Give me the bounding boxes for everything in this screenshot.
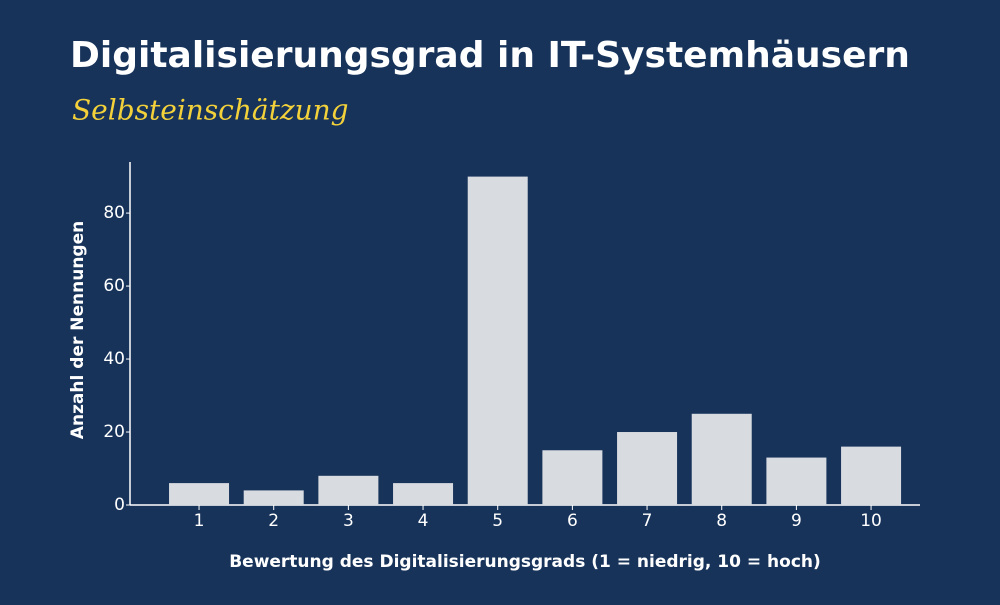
bar: [542, 450, 603, 505]
chart-subtitle: Selbsteinschätzung: [72, 94, 349, 127]
bar: [841, 446, 902, 505]
bar: [766, 457, 827, 505]
bar: [393, 483, 454, 505]
bar: [169, 483, 230, 505]
chart-title: Digitalisierungsgrad in IT-Systemhäusern: [70, 35, 910, 76]
y-tick-label: 60: [103, 276, 125, 296]
x-tick-label: 6: [567, 511, 578, 531]
bar: [243, 490, 304, 505]
y-axis-label: Anzahl der Nennungen: [68, 221, 88, 439]
x-tick-label: 2: [268, 511, 279, 531]
bar: [467, 176, 528, 505]
y-tick-label: 40: [103, 349, 125, 369]
bar: [318, 475, 379, 505]
x-tick-label: 1: [194, 511, 205, 531]
y-tick-label: 20: [103, 422, 125, 442]
bar: [691, 413, 752, 505]
y-tick-label: 0: [114, 495, 125, 515]
y-tick-label: 80: [103, 203, 125, 223]
x-tick-label: 10: [860, 511, 882, 531]
x-axis-label: Bewertung des Digitalisierungsgrads (1 =…: [229, 552, 821, 572]
x-tick-label: 4: [418, 511, 429, 531]
x-tick-label: 5: [492, 511, 503, 531]
bar: [617, 432, 678, 505]
x-tick-label: 9: [791, 511, 802, 531]
x-tick-label: 7: [642, 511, 653, 531]
x-tick-label: 8: [716, 511, 727, 531]
x-tick-label: 3: [343, 511, 354, 531]
